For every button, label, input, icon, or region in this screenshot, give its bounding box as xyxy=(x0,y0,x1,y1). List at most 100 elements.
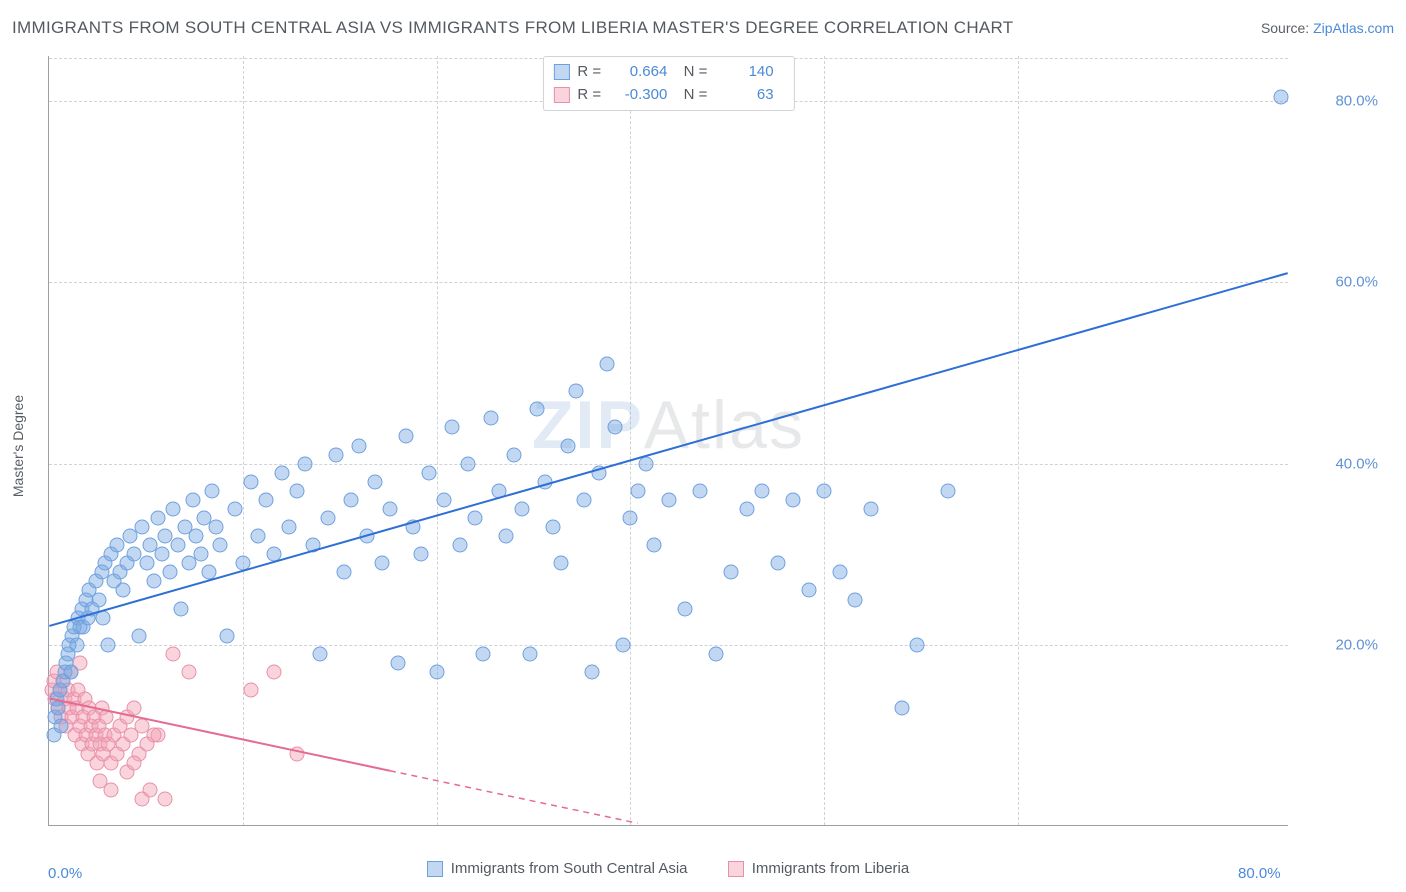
scatter-point xyxy=(77,692,92,707)
scatter-point xyxy=(367,474,382,489)
scatter-point xyxy=(85,737,100,752)
scatter-point xyxy=(73,719,88,734)
scatter-point xyxy=(321,511,336,526)
scatter-point xyxy=(48,710,63,725)
scatter-point xyxy=(592,465,607,480)
scatter-point xyxy=(452,538,467,553)
scatter-point xyxy=(162,565,177,580)
scatter-point xyxy=(69,701,84,716)
scatter-point xyxy=(73,619,88,634)
scatter-point xyxy=(178,520,193,535)
scatter-point xyxy=(336,565,351,580)
scatter-point xyxy=(607,420,622,435)
scatter-point xyxy=(476,646,491,661)
scatter-point xyxy=(96,746,111,761)
scatter-point xyxy=(406,520,421,535)
scatter-point xyxy=(569,384,584,399)
scatter-point xyxy=(79,592,94,607)
source-attribution: Source: ZipAtlas.com xyxy=(1261,20,1394,36)
scatter-point xyxy=(74,737,89,752)
scatter-point xyxy=(220,628,235,643)
legend-item-blue: Immigrants from South Central Asia xyxy=(427,860,688,877)
scatter-point xyxy=(96,610,111,625)
scatter-point xyxy=(55,674,70,689)
scatter-point xyxy=(139,556,154,571)
scatter-point xyxy=(83,719,98,734)
scatter-point xyxy=(328,447,343,462)
n-value-blue: 140 xyxy=(720,61,774,84)
scatter-point xyxy=(66,692,81,707)
scatter-point xyxy=(54,719,69,734)
scatter-point xyxy=(46,728,61,743)
scatter-point xyxy=(119,764,134,779)
scatter-point xyxy=(55,674,70,689)
scatter-point xyxy=(147,574,162,589)
scatter-point xyxy=(243,474,258,489)
scatter-point xyxy=(147,728,162,743)
scatter-point xyxy=(186,492,201,507)
scatter-point xyxy=(344,492,359,507)
scatter-point xyxy=(142,538,157,553)
gridline-v xyxy=(824,56,825,825)
scatter-point xyxy=(863,501,878,516)
scatter-point xyxy=(131,628,146,643)
scatter-point xyxy=(104,755,119,770)
scatter-point xyxy=(677,601,692,616)
scatter-point xyxy=(45,683,60,698)
scatter-point xyxy=(65,710,80,725)
scatter-point xyxy=(375,556,390,571)
scatter-point xyxy=(708,646,723,661)
scatter-point xyxy=(71,610,86,625)
scatter-point xyxy=(522,646,537,661)
scatter-point xyxy=(158,791,173,806)
scatter-point xyxy=(662,492,677,507)
scatter-point xyxy=(104,782,119,797)
scatter-point xyxy=(110,538,125,553)
scatter-point xyxy=(166,646,181,661)
gridline-h xyxy=(49,464,1288,465)
scatter-point xyxy=(124,728,139,743)
scatter-point xyxy=(52,683,67,698)
scatter-point xyxy=(76,710,91,725)
y-axis-label: Master's Degree xyxy=(10,395,26,497)
scatter-point xyxy=(530,402,545,417)
chart-title: IMMIGRANTS FROM SOUTH CENTRAL ASIA VS IM… xyxy=(12,18,1014,37)
scatter-point xyxy=(290,483,305,498)
scatter-point xyxy=(66,619,81,634)
scatter-point xyxy=(94,565,109,580)
scatter-point xyxy=(51,701,66,716)
scatter-point xyxy=(352,438,367,453)
gridline-h xyxy=(49,645,1288,646)
scatter-point xyxy=(398,429,413,444)
scatter-point xyxy=(91,592,106,607)
scatter-point xyxy=(259,492,274,507)
scatter-point xyxy=(189,529,204,544)
scatter-point xyxy=(437,492,452,507)
scatter-point xyxy=(274,465,289,480)
scatter-point xyxy=(181,556,196,571)
gridline-v xyxy=(437,56,438,825)
scatter-point xyxy=(113,565,128,580)
scatter-point xyxy=(85,601,100,616)
scatter-point xyxy=(79,728,94,743)
scatter-point xyxy=(468,511,483,526)
watermark-bold: ZIP xyxy=(532,387,644,463)
scatter-point xyxy=(68,728,83,743)
scatter-point xyxy=(209,520,224,535)
series-legend: Immigrants from South Central Asia Immig… xyxy=(48,860,1288,884)
scatter-point xyxy=(86,710,101,725)
scatter-point xyxy=(553,556,568,571)
scatter-point xyxy=(201,565,216,580)
scatter-point xyxy=(119,710,134,725)
scatter-point xyxy=(158,529,173,544)
scatter-point xyxy=(46,674,61,689)
scatter-point xyxy=(135,719,150,734)
series-label-pink: Immigrants from Liberia xyxy=(752,860,910,877)
scatter-point xyxy=(74,601,89,616)
r-value-blue: 0.664 xyxy=(613,61,667,84)
scatter-point xyxy=(88,574,103,589)
scatter-point xyxy=(584,665,599,680)
scatter-point xyxy=(770,556,785,571)
scatter-point xyxy=(127,755,142,770)
scatter-point xyxy=(59,719,74,734)
